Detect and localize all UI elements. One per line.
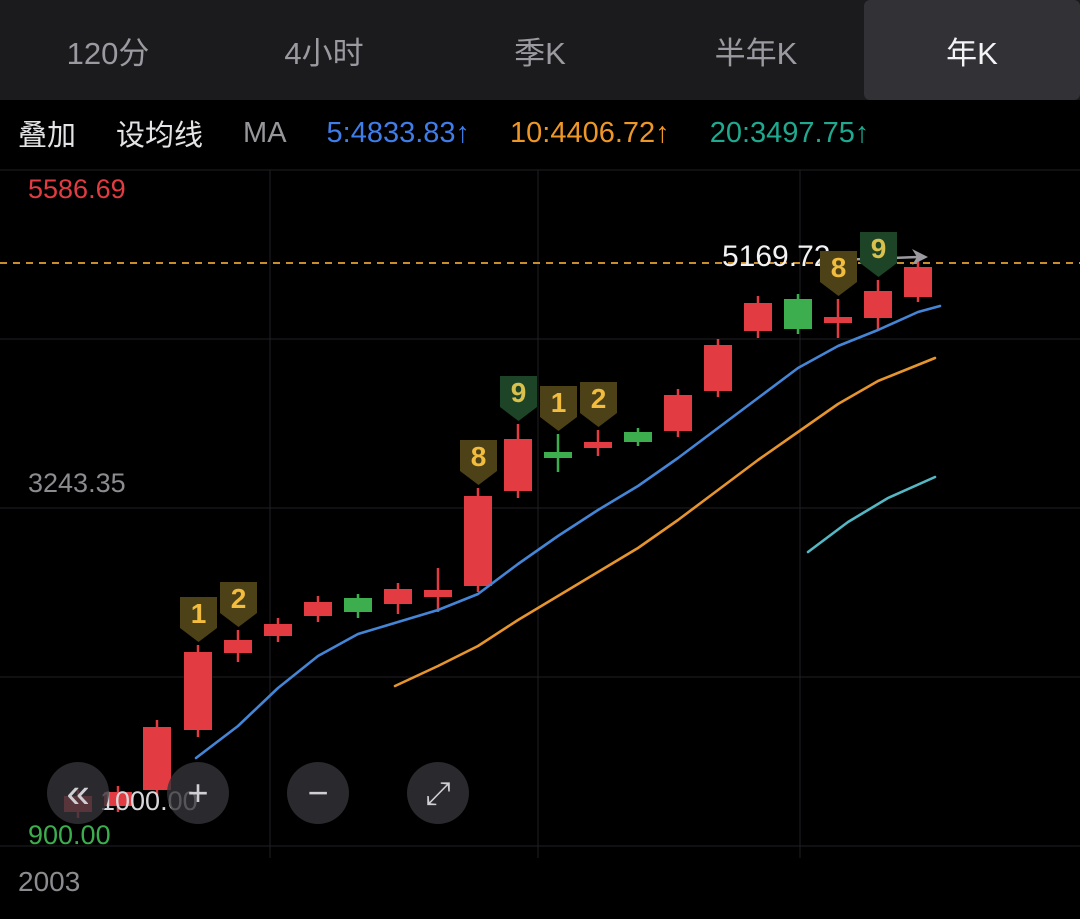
signal-badge-1: 1 xyxy=(540,386,577,431)
signal-badge-9: 9 xyxy=(860,232,897,277)
candle-body xyxy=(344,598,372,612)
scroll-history-button[interactable]: « xyxy=(47,762,109,824)
annotation-arrow-head xyxy=(912,249,928,265)
signal-badge-8: 8 xyxy=(460,440,497,485)
signal-badge-9: 9 xyxy=(500,376,537,421)
candle-body xyxy=(664,395,692,431)
y-axis-label-mid: 3243.35 xyxy=(28,468,126,498)
y-axis-label-lower: 900.00 xyxy=(28,820,111,850)
tab-120min[interactable]: 120分 xyxy=(66,35,150,71)
tab-quarter-k[interactable]: 季K xyxy=(514,35,566,71)
candle-body xyxy=(864,291,892,318)
ma10-line xyxy=(393,356,937,688)
ma5-value: 5:4833.83↑ xyxy=(326,116,471,149)
candle-body xyxy=(504,439,532,491)
candle-body xyxy=(424,590,452,597)
indicator-toolbar: 叠加 设均线 MA 5:4833.83↑ 10:4406.72↑ 20:3497… xyxy=(0,100,1080,166)
y-axis-label-high: 5586.69 xyxy=(28,174,126,204)
ma5-line xyxy=(194,304,942,760)
x-axis-label-year: 2003 xyxy=(18,866,81,897)
zoom-in-button[interactable]: + xyxy=(167,762,229,824)
ma-indicator-label: MA xyxy=(243,116,287,149)
candle-body xyxy=(624,432,652,442)
ma-settings-button[interactable]: 设均线 xyxy=(116,120,204,152)
candle-body xyxy=(904,267,932,297)
candle-body xyxy=(304,602,332,616)
candle-body xyxy=(184,652,212,730)
ma10-value: 10:4406.72↑ xyxy=(510,116,670,149)
candle-body xyxy=(704,345,732,391)
candle-body xyxy=(544,452,572,458)
ma20-line xyxy=(806,475,937,554)
tab-year-k[interactable]: 年K xyxy=(864,0,1080,100)
zoom-out-button[interactable]: − xyxy=(287,762,349,824)
signal-badge-8: 8 xyxy=(820,251,857,296)
price-reference-label: 5169.72 xyxy=(722,240,831,273)
signal-badge-2: 2 xyxy=(220,582,257,627)
ma20-value: 20:3497.75↑ xyxy=(709,116,870,149)
candle-body xyxy=(384,589,412,604)
candle-body xyxy=(784,299,812,329)
fullscreen-button[interactable]: ⤢ xyxy=(407,762,469,824)
tab-4hour[interactable]: 4小时 xyxy=(284,35,364,71)
candle-body xyxy=(143,727,171,790)
candle-body xyxy=(584,442,612,448)
candle-body xyxy=(224,640,252,653)
timeframe-tabbar: 120分 4小时 季K 半年K 年K xyxy=(0,0,1080,100)
candle-body xyxy=(264,624,292,636)
overlay-button[interactable]: 叠加 xyxy=(18,120,77,152)
signal-badge-2: 2 xyxy=(580,382,617,427)
candle-body xyxy=(464,496,492,586)
candle-body xyxy=(744,303,772,331)
signal-badge-1: 1 xyxy=(180,597,217,642)
tab-halfyear-k[interactable]: 半年K xyxy=(714,35,798,71)
candle-body xyxy=(824,317,852,323)
